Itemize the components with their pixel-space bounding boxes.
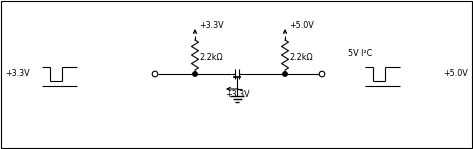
- Text: +5.0V: +5.0V: [289, 21, 314, 31]
- Text: +3.3V: +3.3V: [225, 90, 250, 99]
- Text: +3.3V: +3.3V: [199, 21, 224, 31]
- Circle shape: [283, 72, 287, 76]
- Text: +3.3V: +3.3V: [5, 69, 30, 77]
- Circle shape: [152, 71, 158, 77]
- Circle shape: [319, 71, 325, 77]
- Text: 5V I²C: 5V I²C: [348, 49, 372, 59]
- Text: 2.2kΩ: 2.2kΩ: [199, 52, 223, 62]
- Text: 2.2kΩ: 2.2kΩ: [289, 52, 313, 62]
- Text: +5.0V: +5.0V: [443, 69, 468, 77]
- Circle shape: [193, 72, 197, 76]
